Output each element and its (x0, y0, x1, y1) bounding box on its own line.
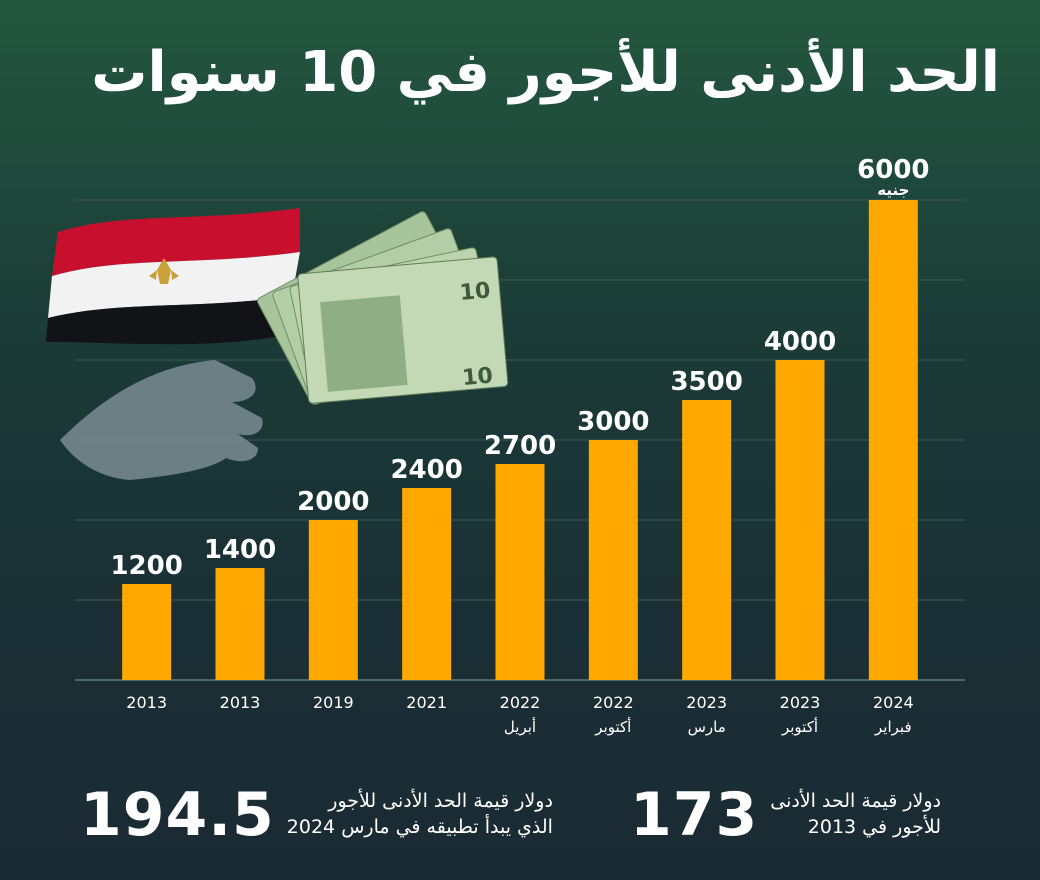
svg-text:10: 10 (461, 363, 494, 391)
bar-chart: 10 10 1200 1400 2000 2400 2700 3000 3500 4000 60… (46, 155, 965, 736)
chart-title: الحد الأدنى للأجور في 10 سنوات (91, 40, 1000, 105)
bar (402, 488, 452, 680)
banknotes-illustration: 10 10 (257, 211, 509, 405)
bar-value-label: 1400 (204, 535, 276, 565)
x-tick-label: 2022 (500, 693, 541, 712)
egypt-flag-illustration (46, 208, 300, 345)
bar-value-label: 6000 (857, 155, 929, 185)
bar (122, 584, 172, 680)
x-tick-label: 2019 (313, 693, 354, 712)
svg-text:10: 10 (459, 278, 492, 306)
bar (308, 520, 358, 680)
x-tick-sublabel: فبراير (874, 718, 912, 736)
bar (588, 440, 638, 680)
x-tick-sublabel: أكتوبر (594, 717, 631, 736)
stat-number: 173 (630, 780, 759, 850)
bar-value-label: 2700 (484, 431, 556, 461)
bar-value-label: 3500 (670, 367, 742, 397)
bar-value-label: 2400 (390, 455, 462, 485)
stat-text-line: دولار قيمة الحد الأدنى (770, 790, 942, 813)
bar-value-label: 3000 (577, 407, 649, 437)
bar (495, 464, 545, 680)
x-tick-label: 2013 (126, 693, 167, 712)
stat-number: 194.5 (80, 780, 275, 850)
x-tick-label: 2024 (873, 693, 914, 712)
bar (868, 200, 918, 680)
hand-illustration (60, 360, 263, 480)
x-tick-sublabel: أبريل (504, 717, 536, 736)
stat-text-line: للأجور في 2013 (807, 816, 942, 838)
x-tick-sublabel: أكتوبر (781, 717, 818, 736)
stat-dollar-2024-text: دولار قيمة الحد الأدنى للأجور الذي يبدأ … (287, 789, 553, 840)
stat-dollar-2013-text: دولار قيمة الحد الأدنى للأجور في 2013 (770, 789, 941, 840)
stat-text-line: دولار قيمة الحد الأدنى للأجور (328, 790, 553, 813)
stat-dollar-2024: دولار قيمة الحد الأدنى للأجور الذي يبدأ … (80, 780, 553, 850)
bar-value-label: 2000 (297, 487, 369, 517)
x-tick-label: 2023 (686, 693, 727, 712)
stat-text-line: الذي يبدأ تطبيقه في مارس 2024 (286, 816, 553, 838)
eagle-icon (149, 258, 179, 284)
x-tick-label: 2022 (593, 693, 634, 712)
bar (775, 360, 825, 680)
bar-value-label: 4000 (764, 327, 836, 357)
bar (215, 568, 265, 680)
x-axis-labels: 2013 2013 2019 2021 2022 أبريل 2022 أكتوبر 2023 م… (126, 693, 913, 736)
x-tick-label: 2023 (780, 693, 821, 712)
bar-value-label: 1200 (110, 551, 182, 581)
bar-unit-label: جنيه (877, 181, 909, 199)
x-tick-label: 2013 (220, 693, 261, 712)
x-tick-sublabel: مارس (688, 718, 726, 736)
x-tick-label: 2021 (406, 693, 447, 712)
stat-dollar-2013: دولار قيمة الحد الأدنى للأجور في 2013 17… (630, 780, 941, 850)
bars (122, 200, 918, 680)
bar (682, 400, 732, 680)
